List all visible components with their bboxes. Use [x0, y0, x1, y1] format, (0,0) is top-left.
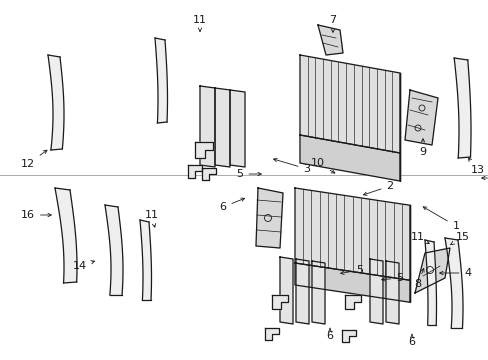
Polygon shape [229, 90, 244, 167]
Polygon shape [55, 188, 77, 283]
Polygon shape [294, 263, 409, 302]
Text: 1: 1 [422, 207, 459, 231]
Polygon shape [424, 240, 436, 325]
Text: 9: 9 [419, 139, 426, 157]
Polygon shape [271, 295, 287, 309]
Polygon shape [444, 238, 462, 328]
Polygon shape [202, 168, 216, 180]
Polygon shape [195, 142, 213, 158]
Text: 7: 7 [329, 15, 336, 32]
Text: 2: 2 [363, 181, 393, 195]
Polygon shape [140, 220, 151, 300]
Text: 11: 11 [193, 15, 206, 31]
Text: 14: 14 [73, 261, 94, 271]
Polygon shape [200, 86, 215, 167]
Polygon shape [385, 261, 398, 324]
Polygon shape [341, 330, 355, 342]
Text: 5: 5 [236, 169, 261, 179]
Polygon shape [311, 261, 325, 324]
Text: 4: 4 [439, 268, 470, 278]
Text: 11: 11 [410, 232, 428, 243]
Polygon shape [280, 257, 292, 324]
Text: 3: 3 [273, 158, 310, 174]
Text: 16: 16 [21, 210, 51, 220]
Text: 13: 13 [468, 158, 484, 175]
Polygon shape [105, 205, 123, 295]
Text: 11: 11 [481, 173, 488, 183]
Polygon shape [48, 55, 64, 150]
Text: 15: 15 [450, 232, 469, 244]
Polygon shape [299, 55, 399, 153]
Text: 6: 6 [407, 334, 415, 347]
Text: 6: 6 [326, 328, 333, 341]
Text: 8: 8 [414, 269, 423, 289]
Polygon shape [295, 259, 308, 324]
Text: 12: 12 [21, 150, 47, 169]
Text: 5: 5 [340, 265, 363, 275]
Polygon shape [404, 90, 437, 145]
Text: 6: 6 [219, 198, 244, 212]
Polygon shape [414, 248, 449, 293]
Polygon shape [215, 88, 229, 167]
Polygon shape [264, 328, 279, 340]
Text: 11: 11 [145, 210, 159, 227]
Polygon shape [369, 259, 382, 324]
Polygon shape [345, 295, 360, 309]
Polygon shape [187, 165, 202, 178]
Polygon shape [453, 58, 470, 158]
Polygon shape [294, 188, 409, 280]
Text: 10: 10 [310, 158, 334, 173]
Text: 5: 5 [381, 273, 403, 283]
Polygon shape [155, 38, 167, 123]
Polygon shape [299, 135, 399, 181]
Polygon shape [317, 25, 342, 55]
Polygon shape [256, 188, 283, 248]
